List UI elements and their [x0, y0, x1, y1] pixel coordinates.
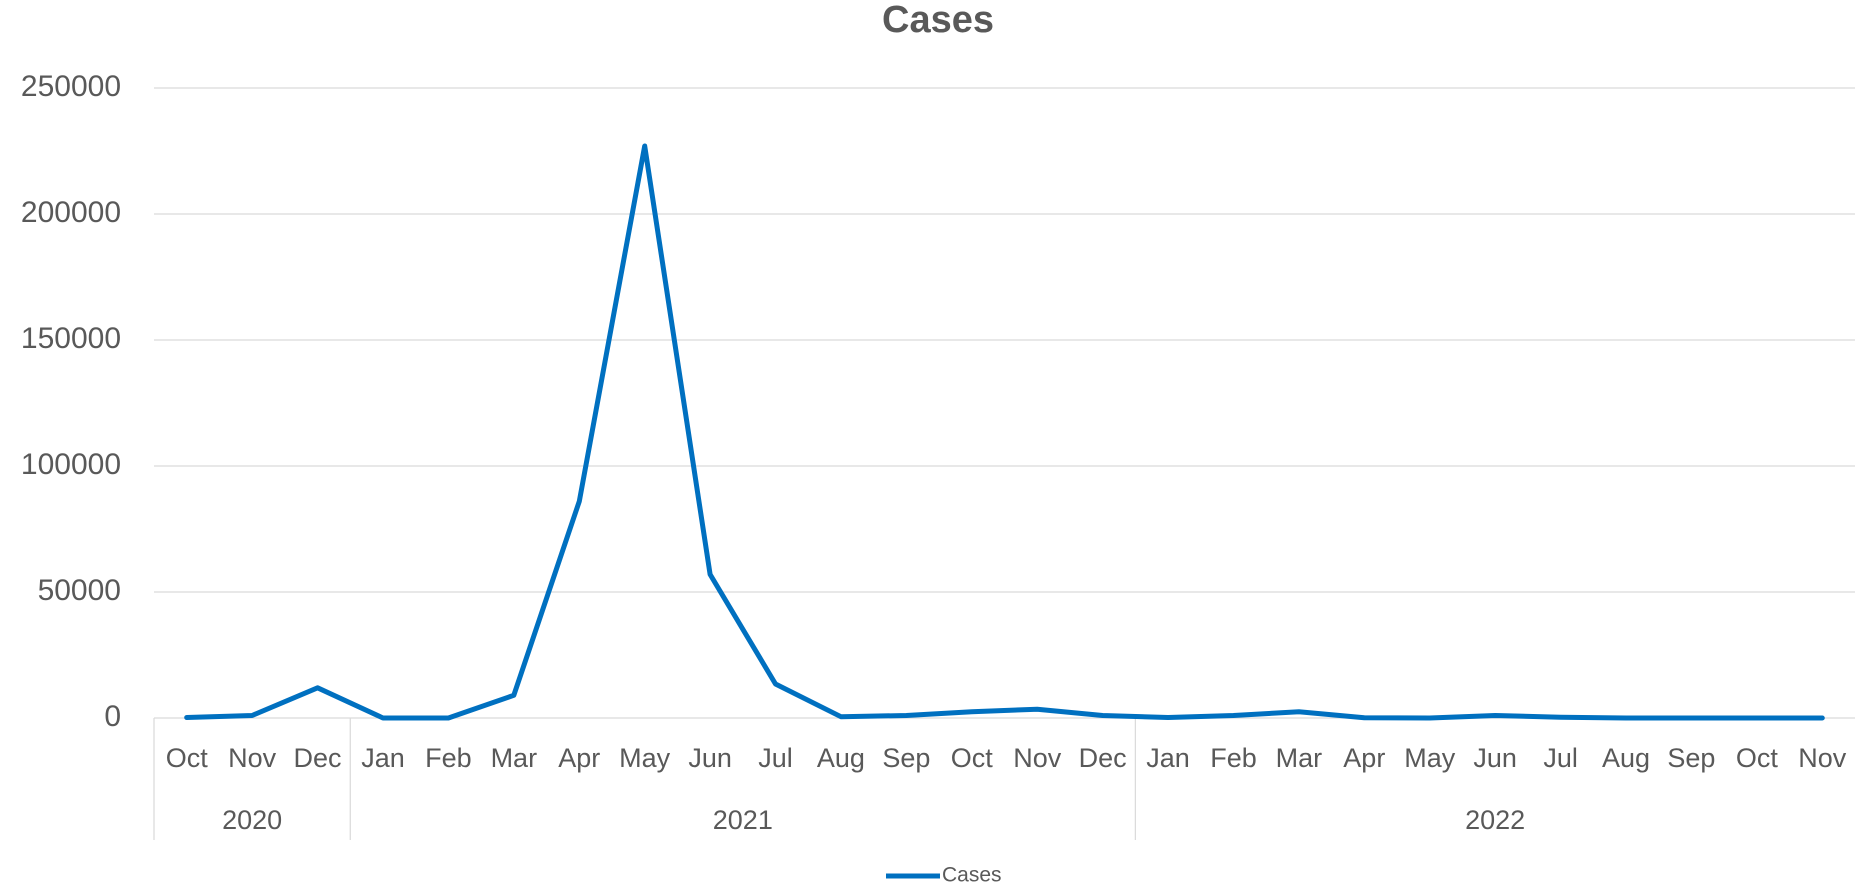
x-tick-label: Sep: [882, 743, 930, 773]
x-tick-label: Jun: [688, 743, 732, 773]
x-tick-label: Nov: [228, 743, 277, 773]
x-tick-label: Jan: [361, 743, 405, 773]
y-tick-label: 200000: [21, 196, 121, 229]
data-line: [184, 143, 1825, 721]
x-tick-label: Mar: [491, 743, 538, 773]
x-tick-label: Oct: [166, 743, 209, 773]
y-tick-label: 150000: [21, 322, 121, 355]
x-tick-label: Aug: [817, 743, 865, 773]
y-tick-label: 0: [104, 700, 121, 733]
x-tick-label: Apr: [558, 743, 600, 773]
x-tick-label: Feb: [425, 743, 472, 773]
x-tick-label: Nov: [1013, 743, 1062, 773]
y-tick-label: 50000: [38, 574, 121, 607]
x-tick-label: Sep: [1667, 743, 1715, 773]
x-tick-label: Dec: [294, 743, 342, 773]
x-tick-label: Jan: [1146, 743, 1190, 773]
x-tick-label: Apr: [1343, 743, 1385, 773]
x-tick-label: Feb: [1210, 743, 1257, 773]
x-tick-label: Aug: [1602, 743, 1650, 773]
y-tick-label: 250000: [21, 70, 121, 103]
x-group-label: 2022: [1465, 805, 1525, 835]
x-tick-label: Nov: [1798, 743, 1847, 773]
x-group-label: 2020: [222, 805, 282, 835]
chart-title: Cases: [882, 0, 994, 41]
x-group-label: 2021: [713, 805, 773, 835]
legend-label: Cases: [942, 864, 1002, 887]
y-tick-label: 100000: [21, 448, 121, 481]
x-tick-label: Mar: [1276, 743, 1323, 773]
x-tick-label: Jun: [1473, 743, 1517, 773]
x-tick-label: May: [1404, 743, 1456, 773]
x-tick-label: May: [619, 743, 671, 773]
x-tick-label: Oct: [951, 743, 994, 773]
x-tick-label: Dec: [1079, 743, 1127, 773]
x-tick-label: Jul: [758, 743, 793, 773]
x-tick-label: Jul: [1543, 743, 1578, 773]
x-tick-label: Oct: [1736, 743, 1779, 773]
